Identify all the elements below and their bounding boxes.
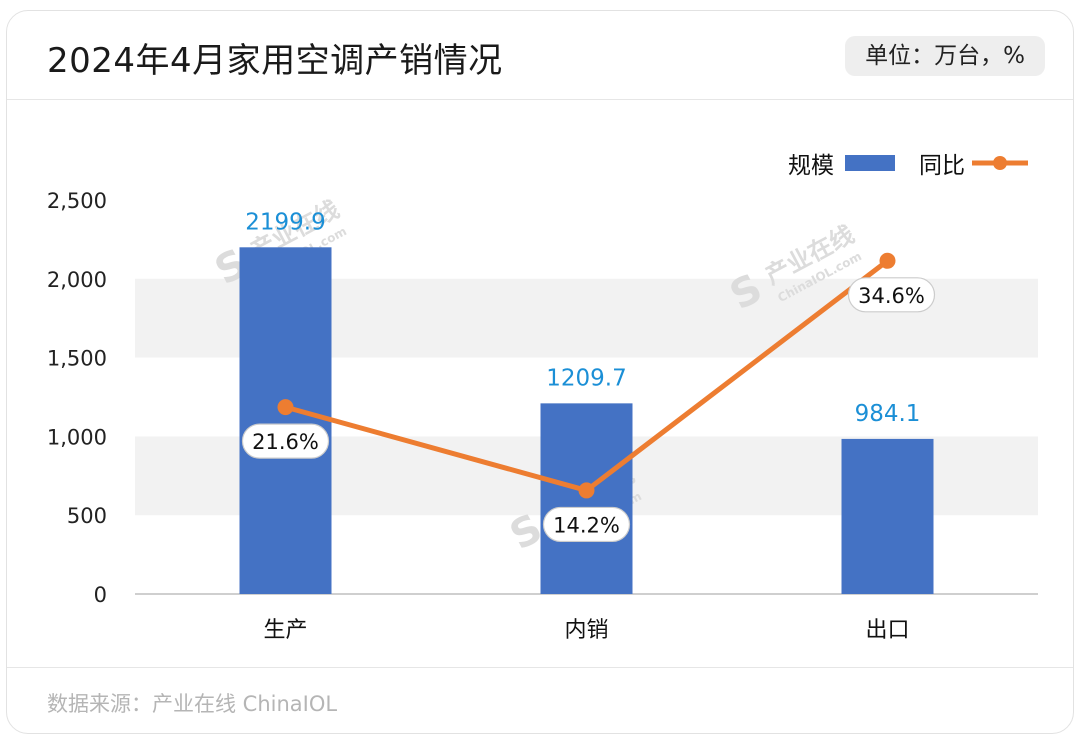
bar <box>841 438 934 594</box>
legend-swatch-bar <box>845 155 895 171</box>
yoy-label-pill <box>847 277 936 313</box>
y-tick-label: 2,000 <box>47 268 107 292</box>
yoy-label-pill <box>542 506 631 543</box>
bar-value-label: 984.1 <box>855 401 921 427</box>
bar-value-label: 2199.9 <box>245 209 325 235</box>
y-tick-label: 0 <box>94 583 107 607</box>
legend-swatch-marker <box>993 156 1007 170</box>
y-tick-label: 1,000 <box>47 425 107 449</box>
x-tick-label: 出口 <box>865 618 909 643</box>
yoy-point <box>578 482 595 499</box>
yoy-value-label: 34.6% <box>858 284 925 308</box>
yoy-value-label: 14.2% <box>553 513 620 537</box>
bar <box>239 247 332 594</box>
page-title: 2024年4月家用空调产销情况 <box>47 41 503 81</box>
legend-label-line: 同比 <box>919 153 965 179</box>
yoy-value-label: 21.6% <box>252 430 319 454</box>
legend-label-bar: 规模 <box>788 153 834 179</box>
y-tick-label: 2,500 <box>47 189 107 213</box>
y-tick-label: 500 <box>67 504 107 528</box>
source-note: 数据来源：产业在线 ChinaIOL <box>47 692 338 716</box>
x-tick-label: 内销 <box>564 618 608 643</box>
unit-badge: 单位：万台，% <box>845 36 1045 76</box>
y-tick-label: 1,500 <box>47 347 107 371</box>
header: 2024年4月家用空调产销情况 单位：万台，% <box>7 11 1073 100</box>
chart-card: 2024年4月家用空调产销情况 单位：万台，% 数据来源：产业在线 ChinaI… <box>6 10 1074 734</box>
footer: 数据来源：产业在线 ChinaIOL <box>7 667 1073 733</box>
yoy-label-pill <box>241 423 330 459</box>
bar-value-label: 1209.7 <box>546 365 626 391</box>
yoy-point <box>277 399 294 416</box>
bar <box>540 403 633 594</box>
x-tick-label: 生产 <box>263 618 307 643</box>
yoy-point <box>879 252 896 269</box>
